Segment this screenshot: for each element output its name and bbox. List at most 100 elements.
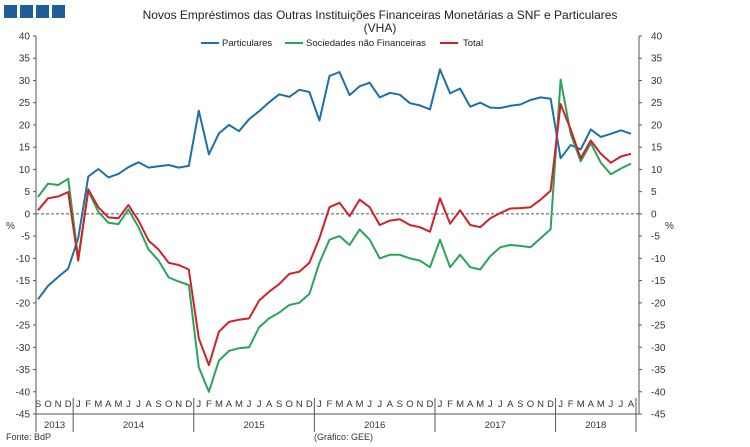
x-tick-label-month: J bbox=[438, 399, 443, 410]
x-tick-label-month: O bbox=[165, 399, 172, 410]
y-tick-label-right: -5 bbox=[651, 232, 660, 243]
y-tick-label-right: -20 bbox=[651, 298, 666, 309]
x-year-label: 2016 bbox=[364, 420, 385, 431]
x-tick-label-month: M bbox=[215, 399, 223, 410]
chart-title-subtitle: (VHA) bbox=[364, 21, 397, 35]
x-tick-label-month: A bbox=[346, 399, 353, 410]
y-tick-label-right: 15 bbox=[651, 143, 663, 154]
x-tick-label-month: J bbox=[498, 399, 503, 410]
x-tick-label-month: M bbox=[94, 399, 102, 410]
x-year-label: 2015 bbox=[244, 420, 265, 431]
x-tick-label-month: M bbox=[577, 399, 585, 410]
x-tick-label-month: J bbox=[317, 399, 322, 410]
x-tick-label-month: N bbox=[296, 399, 303, 410]
logo-square-1 bbox=[4, 5, 17, 18]
x-tick-label-month: D bbox=[306, 399, 313, 410]
x-tick-label-month: D bbox=[185, 399, 192, 410]
x-tick-label-month: O bbox=[527, 399, 534, 410]
footer-source: Fonte: BdP bbox=[6, 432, 51, 442]
y-tick-label-right: -45 bbox=[651, 410, 666, 421]
x-tick-label-month: J bbox=[619, 399, 624, 410]
x-tick-label-month: A bbox=[226, 399, 233, 410]
chart-title: Novos Empréstimos das Outras Instituiçõe… bbox=[143, 8, 618, 22]
y-tick-label-left: 40 bbox=[19, 32, 31, 43]
y-tick-label-left: 10 bbox=[19, 165, 31, 176]
x-tick-label-month: N bbox=[175, 399, 182, 410]
x-tick-label-month: S bbox=[517, 399, 523, 410]
y-tick-label-left: 0 bbox=[24, 209, 30, 220]
y-tick-label-left: 35 bbox=[19, 54, 31, 65]
x-year-label: 2013 bbox=[44, 420, 65, 431]
axes: 40 40 35 35 30 30 25 25 20 20 15 15 10 10 5 5 0 0 -5 -5 -10 -… bbox=[16, 32, 666, 421]
legend-label-particulares: Particulares bbox=[222, 38, 272, 49]
x-tick-label-month: J bbox=[126, 399, 131, 410]
x-year-label: 2018 bbox=[585, 420, 606, 431]
x-tick-label-month: N bbox=[55, 399, 62, 410]
logo-square-3 bbox=[36, 5, 49, 18]
x-tick-label-month: J bbox=[558, 399, 563, 410]
x-tick-label-month: D bbox=[427, 399, 434, 410]
y-tick-label-left: -15 bbox=[16, 276, 31, 287]
y-axis-unit-left: % bbox=[6, 221, 15, 232]
x-tick-label-month: A bbox=[628, 399, 635, 410]
y-tick-label-left: -5 bbox=[21, 232, 30, 243]
x-tick-label-month: J bbox=[377, 399, 382, 410]
y-axis-unit-right: % bbox=[665, 221, 674, 232]
y-tick-label-left: 30 bbox=[19, 76, 31, 87]
y-tick-label-right: 0 bbox=[651, 209, 657, 220]
x-tick-label-month: F bbox=[568, 399, 574, 410]
y-tick-label-right: 30 bbox=[651, 76, 663, 87]
legend-label-total: Total bbox=[463, 38, 483, 49]
y-tick-label-left: -20 bbox=[16, 298, 31, 309]
logo-square-2 bbox=[20, 5, 33, 18]
bank-logo bbox=[4, 5, 66, 24]
legend: Particulares Sociedades não Financeiras … bbox=[201, 38, 483, 49]
y-tick-label-left: -10 bbox=[16, 254, 31, 265]
y-tick-label-left: 15 bbox=[19, 143, 31, 154]
x-tick-label-month: J bbox=[247, 399, 252, 410]
x-tick-label-month: F bbox=[206, 399, 212, 410]
x-tick-label-month: A bbox=[507, 399, 514, 410]
x-tick-label-month: S bbox=[397, 399, 403, 410]
x-tick-label-month: N bbox=[416, 399, 423, 410]
y-tick-label-right: -10 bbox=[651, 254, 666, 265]
y-tick-label-right: 25 bbox=[651, 98, 663, 109]
y-tick-label-right: -25 bbox=[651, 321, 666, 332]
y-tick-label-left: -40 bbox=[16, 387, 31, 398]
y-tick-label-right: 5 bbox=[651, 187, 657, 198]
series-group bbox=[37, 68, 632, 393]
x-tick-label-month: F bbox=[327, 399, 333, 410]
series-line-particulares bbox=[37, 68, 632, 300]
x-tick-label-month: F bbox=[85, 399, 91, 410]
y-tick-label-left: -45 bbox=[16, 410, 31, 421]
legend-label-sociedades: Sociedades não Financeiras bbox=[306, 38, 426, 49]
x-tick-label-month: M bbox=[336, 399, 344, 410]
y-tick-label-right: -40 bbox=[651, 387, 666, 398]
x-tick-label-month: S bbox=[155, 399, 161, 410]
x-tick-label-month: J bbox=[257, 399, 262, 410]
x-tick-label-month: J bbox=[608, 399, 613, 410]
x-tick-label-month: A bbox=[266, 399, 273, 410]
x-year-label: 2014 bbox=[123, 420, 144, 431]
x-tick-label-month: A bbox=[588, 399, 595, 410]
y-tick-label-right: -30 bbox=[651, 343, 666, 354]
series-line-sociedades-nao-financeiras bbox=[37, 78, 632, 393]
y-tick-label-right: 20 bbox=[651, 120, 663, 131]
x-tick-label-month: F bbox=[447, 399, 453, 410]
x-tick-label-month: M bbox=[356, 399, 364, 410]
y-tick-label-right: 10 bbox=[651, 165, 663, 176]
x-tick-label-month: M bbox=[456, 399, 464, 410]
x-tick-label-month: A bbox=[105, 399, 112, 410]
x-tick-label-month: S bbox=[35, 399, 41, 410]
y-tick-label-left: 5 bbox=[24, 187, 30, 198]
y-tick-label-left: 20 bbox=[19, 120, 31, 131]
y-tick-label-left: -35 bbox=[16, 365, 31, 376]
x-tick-label-month: A bbox=[387, 399, 394, 410]
x-tick-label-month: O bbox=[406, 399, 413, 410]
y-tick-label-right: 40 bbox=[651, 32, 663, 43]
x-tick-label-month: D bbox=[65, 399, 72, 410]
x-tick-label-month: M bbox=[597, 399, 605, 410]
x-tick-label-month: M bbox=[476, 399, 484, 410]
